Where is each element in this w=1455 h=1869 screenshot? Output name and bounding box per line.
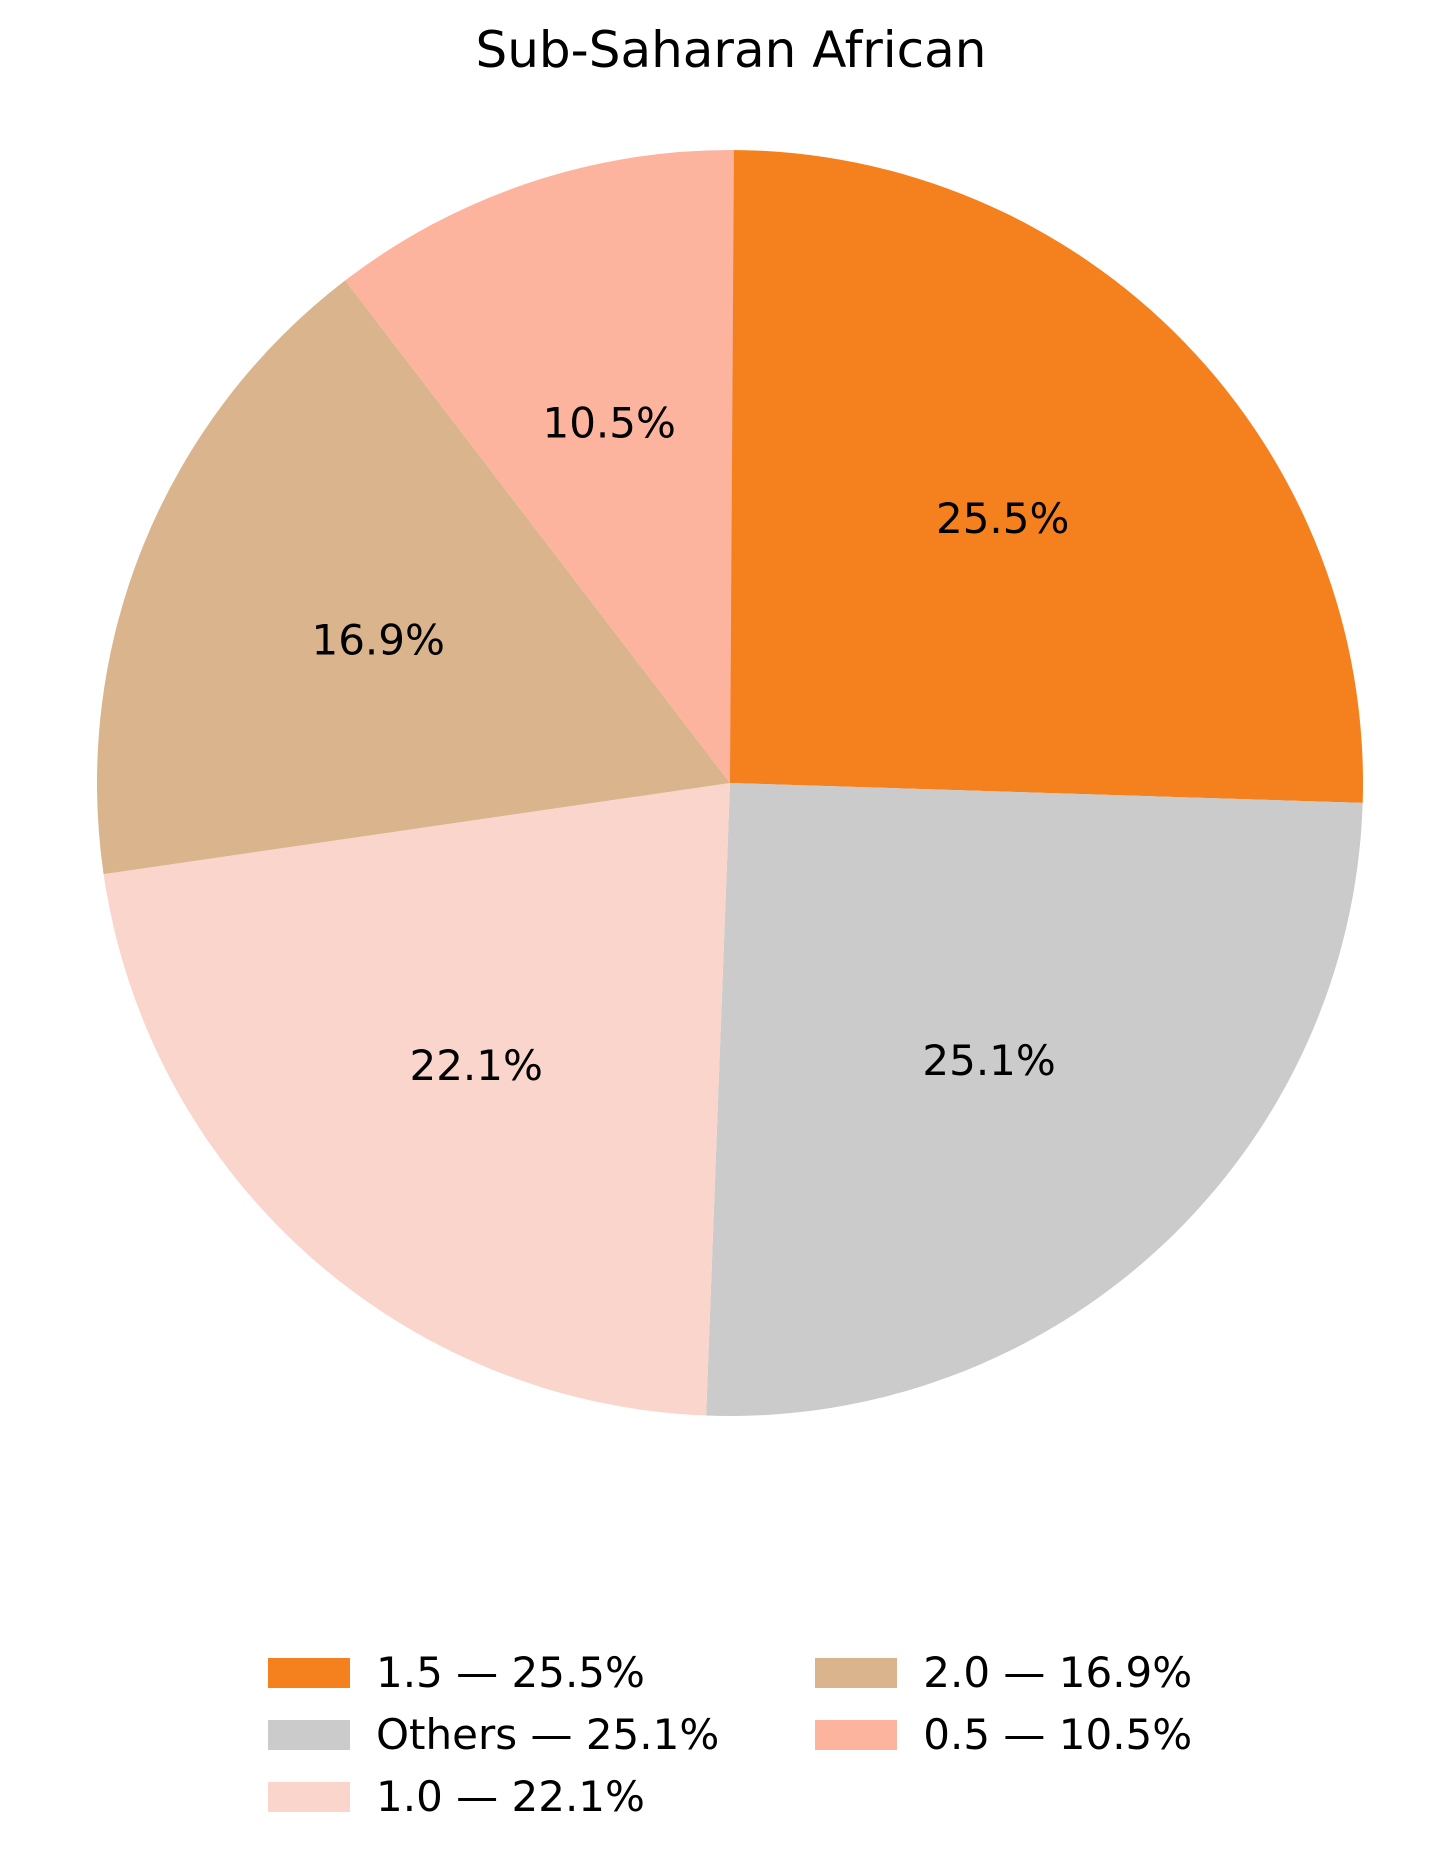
legend: 1.5 — 25.5% Others — 25.1% 1.0 — 22.1% 2.0 … <box>268 1652 1192 1818</box>
pie-slice-label: 25.5% <box>936 494 1069 543</box>
chart-title: Sub-Saharan African <box>475 21 987 79</box>
legend-label: 2.0 — 16.9% <box>923 1648 1193 1697</box>
legend-item: 0.5 — 10.5% <box>815 1714 1192 1756</box>
legend-column: 2.0 — 16.9% 0.5 — 10.5% <box>815 1652 1192 1756</box>
legend-item: 2.0 — 16.9% <box>815 1652 1192 1694</box>
pie-slice-1-0 <box>103 783 731 1416</box>
legend-swatch <box>815 1658 898 1688</box>
pie-slice-1-5 <box>730 150 1364 803</box>
pie-slice-label: 22.1% <box>409 1041 542 1090</box>
pie-slice-label: 16.9% <box>311 615 444 664</box>
legend-label: 0.5 — 10.5% <box>923 1710 1193 1759</box>
pie-slice-label: 25.1% <box>922 1036 1055 1085</box>
legend-swatch <box>268 1720 350 1750</box>
pie-slice-others <box>706 783 1363 1416</box>
pie-slice-label: 10.5% <box>542 398 675 447</box>
legend-label: 1.0 — 22.1% <box>376 1772 645 1821</box>
legend-swatch <box>815 1720 898 1750</box>
legend-item: 1.5 — 25.5% <box>268 1652 719 1694</box>
legend-label: 1.5 — 25.5% <box>376 1648 645 1697</box>
legend-label: Others — 25.1% <box>376 1710 720 1759</box>
legend-swatch <box>268 1782 350 1812</box>
pie-slice-0-5 <box>345 149 734 784</box>
legend-item: Others — 25.1% <box>268 1714 719 1756</box>
legend-column: 1.5 — 25.5% Others — 25.1% 1.0 — 22.1% <box>268 1652 719 1818</box>
legend-item: 1.0 — 22.1% <box>268 1776 719 1818</box>
pie-slice-2-0 <box>97 280 731 875</box>
legend-swatch <box>268 1658 350 1688</box>
